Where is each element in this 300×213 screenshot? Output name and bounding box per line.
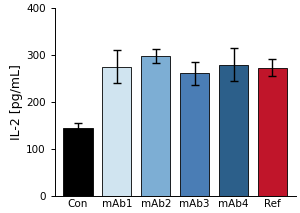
- Bar: [219, 65, 248, 196]
- Bar: [63, 128, 92, 196]
- Bar: [141, 56, 170, 196]
- Bar: [258, 68, 287, 196]
- Y-axis label: IL-2 [pg/mL]: IL-2 [pg/mL]: [10, 64, 23, 140]
- Bar: [102, 67, 131, 196]
- Bar: [180, 73, 209, 196]
